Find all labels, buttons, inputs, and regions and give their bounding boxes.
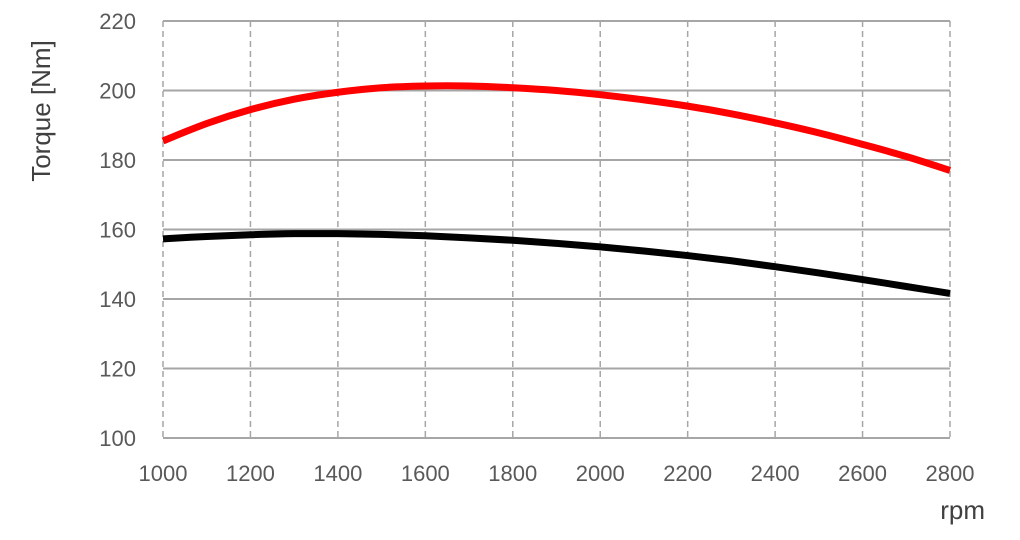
y-tick-label: 220 [99,9,136,34]
series-group [161,82,952,297]
y-axis-title: Torque [Nm] [26,40,56,182]
y-tick-label: 100 [99,426,136,451]
x-tick-labels: 1000 1200 1400 1600 1800 2000 2200 2400 2600 2800 [139,461,975,486]
series-line [161,82,952,174]
x-tick-label: 2000 [576,461,625,486]
x-tick-label: 2600 [838,461,887,486]
series-line [162,230,951,297]
y-tick-label: 120 [99,357,136,382]
x-tick-label: 2200 [663,461,712,486]
y-tick-labels: 100 120 140 160 180 200 220 [99,9,136,451]
x-tick-label: 1400 [313,461,362,486]
y-tick-label: 200 [99,79,136,104]
y-tick-label: 180 [99,148,136,173]
x-tick-label: 1000 [139,461,188,486]
x-tick-label: 2400 [751,461,800,486]
grid [162,20,951,439]
x-tick-label: 2800 [926,461,975,486]
y-tick-label: 140 [99,287,136,312]
x-axis-title: rpm [940,495,985,525]
x-tick-label: 1200 [226,461,275,486]
y-tick-label: 160 [99,218,136,243]
x-tick-label: 1600 [401,461,450,486]
x-tick-label: 1800 [488,461,537,486]
